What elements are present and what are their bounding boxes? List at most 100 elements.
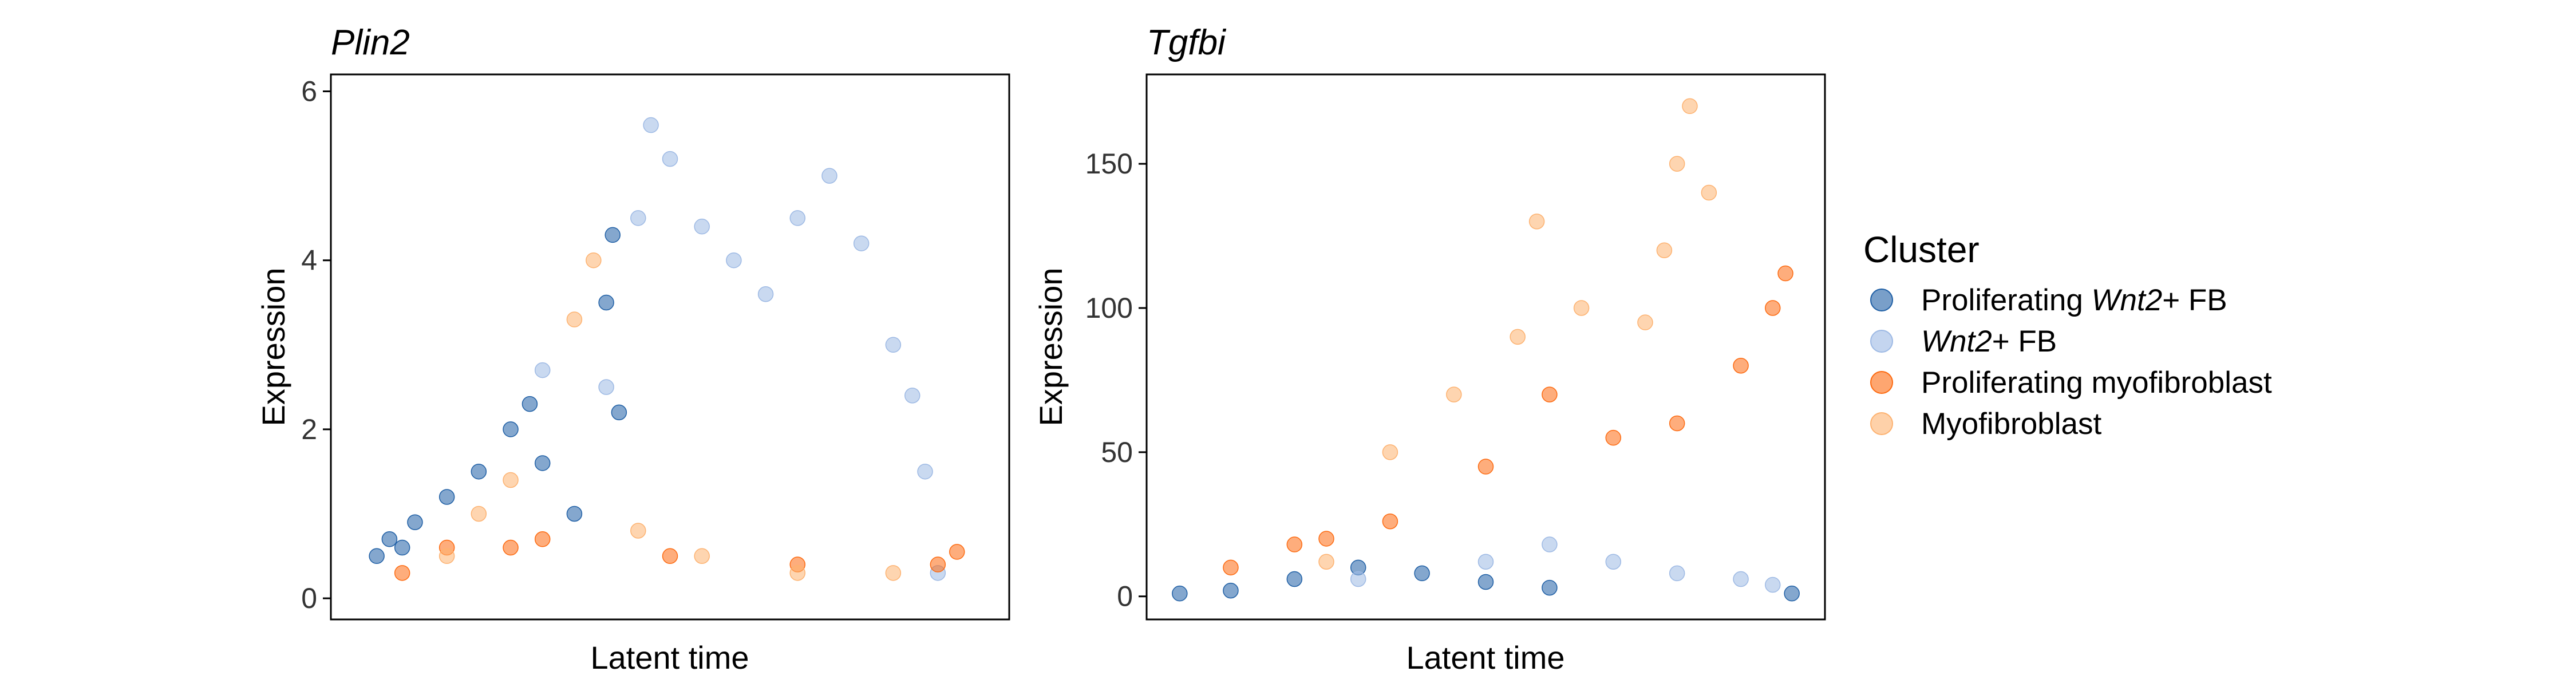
point-series-1: [789, 210, 806, 226]
point-series-2: [1765, 300, 1781, 316]
point-series-0: [1223, 582, 1239, 599]
point-series-1: [821, 168, 837, 184]
point-series-2: [1286, 536, 1303, 552]
point-series-3: [1701, 184, 1717, 201]
legend-label: Myofibroblast: [1921, 407, 2101, 441]
point-series-3: [1318, 554, 1334, 570]
tgfbi-plot-frame: [1145, 73, 1826, 621]
point-series-0: [471, 463, 487, 480]
point-series-1: [534, 362, 551, 378]
plin2-panel: Plin2 0 2 4 6 Latent time Expression: [255, 23, 1010, 676]
point-series-1: [726, 252, 742, 269]
plin2-plot-frame: [330, 73, 1010, 621]
point-series-2: [1382, 513, 1398, 530]
point-series-1: [643, 117, 659, 133]
point-series-0: [521, 396, 538, 412]
legend-swatch: [1870, 371, 1893, 394]
y-tick-label: 0: [301, 582, 317, 614]
point-series-3: [1528, 214, 1545, 230]
point-series-1: [757, 286, 774, 302]
point-series-0: [605, 227, 621, 243]
y-tick-label: 100: [1085, 292, 1133, 324]
y-tick-label: 4: [301, 244, 317, 277]
legend-swatch: [1870, 330, 1893, 353]
plin2-y-axis-label: Expression: [255, 267, 291, 426]
point-series-1: [662, 151, 678, 167]
point-series-0: [369, 548, 385, 564]
point-series-2: [1477, 459, 1494, 475]
legend-swatch: [1870, 289, 1893, 311]
point-series-3: [471, 506, 487, 522]
point-series-3: [1382, 444, 1398, 460]
point-series-1: [1605, 554, 1622, 570]
point-series-1: [1477, 554, 1494, 570]
point-series-0: [438, 489, 455, 505]
y-tick-label: 6: [301, 76, 317, 108]
point-series-2: [1669, 415, 1685, 432]
point-series-1: [1669, 565, 1685, 582]
point-series-0: [1542, 579, 1558, 596]
plin2-x-axis-label: Latent time: [590, 639, 749, 676]
legend-title: Cluster: [1863, 229, 1980, 270]
plin2-title: Plin2: [331, 23, 410, 62]
point-series-2: [930, 556, 946, 572]
point-series-2: [534, 531, 551, 547]
point-series-3: [438, 548, 455, 564]
tgfbi-y-ticks: 0 50 100 150: [1085, 148, 1147, 613]
point-series-2: [1318, 531, 1334, 547]
tgfbi-title: Tgfbi: [1147, 23, 1227, 62]
point-series-2: [949, 544, 965, 560]
point-series-2: [503, 539, 519, 556]
point-series-0: [598, 294, 614, 311]
point-series-3: [694, 548, 710, 564]
point-series-1: [904, 388, 920, 404]
point-series-0: [503, 421, 519, 437]
point-series-0: [1784, 585, 1800, 602]
point-series-1: [694, 218, 710, 235]
legend-swatch: [1870, 412, 1893, 435]
point-series-0: [611, 404, 627, 421]
point-series-3: [1656, 242, 1673, 259]
point-series-0: [1414, 565, 1430, 582]
point-series-2: [394, 565, 410, 581]
point-series-1: [885, 337, 902, 353]
point-series-2: [1223, 559, 1239, 576]
y-tick-label: 150: [1085, 148, 1133, 180]
point-series-0: [394, 539, 410, 556]
y-tick-label: 2: [301, 413, 317, 445]
tgfbi-scatter-points: [1172, 98, 1800, 602]
point-series-3: [1446, 386, 1462, 402]
point-series-1: [1542, 536, 1558, 552]
point-series-3: [566, 311, 583, 327]
point-series-2: [662, 548, 678, 564]
point-series-3: [503, 472, 519, 488]
legend-label: Wnt2+ FB: [1921, 325, 2057, 358]
tgfbi-y-axis-label: Expression: [1033, 267, 1069, 426]
y-tick-label: 0: [1117, 581, 1133, 613]
point-series-2: [1605, 429, 1622, 446]
point-series-1: [1350, 571, 1366, 587]
legend-items: Proliferating Wnt2+ FB Wnt2+ FB Proliferat…: [1870, 283, 2272, 441]
point-series-1: [630, 210, 646, 226]
point-series-2: [1777, 265, 1793, 282]
point-series-1: [917, 463, 933, 480]
point-series-1: [853, 235, 870, 251]
point-series-3: [1682, 98, 1698, 114]
point-series-3: [885, 565, 902, 581]
point-series-3: [1637, 314, 1653, 330]
point-series-0: [381, 531, 398, 547]
point-series-3: [1510, 329, 1526, 345]
plin2-y-ticks: 0 2 4 6: [301, 76, 331, 614]
point-series-3: [1669, 156, 1685, 172]
point-series-0: [407, 514, 423, 531]
point-series-3: [789, 565, 806, 581]
point-series-0: [534, 455, 551, 471]
point-series-0: [1286, 571, 1303, 587]
point-series-0: [1172, 585, 1188, 602]
point-series-0: [566, 506, 583, 522]
point-series-1: [1733, 571, 1749, 587]
point-series-3: [586, 252, 602, 269]
point-series-2: [1733, 357, 1749, 374]
